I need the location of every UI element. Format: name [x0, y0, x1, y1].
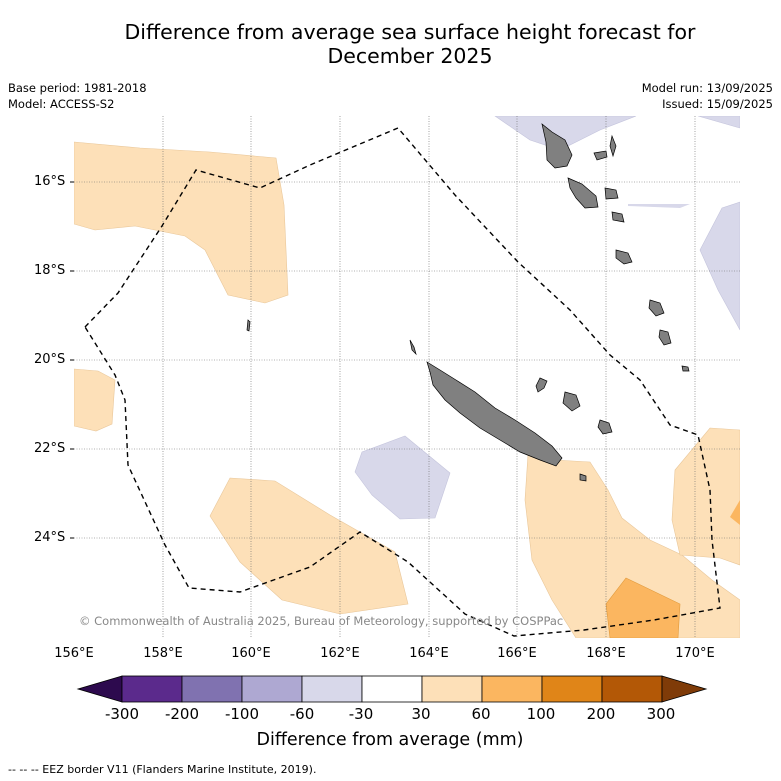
vanuatu-island-3 [593, 150, 608, 161]
lon-label-156e: 156°E [54, 646, 94, 661]
anomaly-negative-north [494, 116, 637, 151]
anomaly-positive-60-south-east [605, 577, 681, 638]
small-island-east [681, 365, 690, 372]
anomaly-negative-centre [354, 435, 451, 520]
anomaly-negative-strip [628, 204, 690, 208]
eez-legend-footer: -- -- -- EEZ border V11 (Flanders Marine… [8, 763, 317, 776]
vanuatu-island-5 [604, 187, 619, 200]
colorbar-segment [361, 675, 423, 703]
colorbar-label-7: 100 [526, 705, 556, 723]
lat-label-16s: 16°S [34, 174, 66, 189]
loyalty-island-ouvea [535, 377, 548, 393]
lat-ticks [70, 181, 74, 539]
anomaly-positive-60-east-edge [730, 500, 740, 525]
vanuatu-island-7 [615, 249, 633, 265]
loyalty-island-mare [597, 419, 613, 435]
lon-label-158e: 158°E [143, 646, 183, 661]
colorbar-extend-min [76, 675, 123, 703]
colorbar-segment [481, 675, 543, 703]
lat-label-22s: 22°S [34, 441, 66, 456]
anomaly-negative-north-east [697, 116, 740, 129]
colorbar-label-8: 200 [586, 705, 616, 723]
lat-label-18s: 18°S [34, 263, 66, 278]
lon-label-170e: 170°E [675, 646, 715, 661]
colorbar-segment [421, 675, 483, 703]
new-caledonia-island [426, 361, 563, 467]
vanuatu-island-8 [648, 299, 665, 317]
colorbar-title: Difference from average (mm) [256, 730, 524, 750]
vanuatu-island-2 [567, 177, 599, 209]
land-masses [246, 123, 690, 482]
model-text: Model: ACCESS-S2 [8, 97, 115, 111]
lon-label-166e: 166°E [497, 646, 537, 661]
small-island-north-nc [409, 339, 417, 356]
lon-label-168e: 168°E [586, 646, 626, 661]
lat-label-20s: 20°S [34, 352, 66, 367]
colorbar-label-3: -60 [289, 705, 315, 723]
loyalty-island-lifou [562, 391, 581, 412]
gridlines [74, 116, 740, 638]
lon-label-162e: 162°E [320, 646, 360, 661]
issued-text: Issued: 15/09/2025 [662, 97, 773, 111]
vanuatu-island-4 [609, 134, 617, 158]
colorbar-label-4: -30 [348, 705, 374, 723]
title-line-1: Difference from average sea surface heig… [124, 20, 696, 44]
meta-right: Model run: 13/09/2025 Issued: 15/09/2025 [642, 80, 773, 112]
model-run-text: Model run: 13/09/2025 [641, 81, 773, 95]
map-title: Difference from average sea surface heig… [60, 20, 760, 68]
anomaly-positive-south-east [524, 454, 740, 638]
colorbar-label-5: 30 [411, 705, 431, 723]
colorbar-label-9: 300 [646, 705, 676, 723]
colorbar-label-1: -200 [164, 705, 200, 723]
colorbar-label-2: -100 [224, 705, 260, 723]
isle-of-pines [579, 473, 587, 482]
colorbar-segment [181, 675, 243, 703]
anomaly-positive-east [671, 427, 740, 566]
anomaly-negative-east [699, 201, 740, 331]
title-line-2: December 2025 [327, 44, 493, 68]
colorbar-segment [121, 675, 183, 703]
base-period-text: Base period: 1981-2018 [8, 81, 147, 95]
colorbar-segment [601, 675, 663, 703]
colorbar-extend-max [661, 675, 708, 703]
lon-label-160e: 160°E [231, 646, 271, 661]
copyright-text: © Commonwealth of Australia 2025, Bureau… [79, 614, 564, 628]
map-plot-area [74, 116, 740, 638]
anomaly-positive-west [74, 368, 116, 432]
colorbar-segment [301, 675, 363, 703]
lat-label-24s: 24°S [34, 530, 66, 545]
colorbar-label-0: -300 [104, 705, 140, 723]
vanuatu-island-9 [658, 329, 672, 346]
vanuatu-island-6 [611, 211, 625, 223]
small-island-west [246, 319, 251, 332]
meta-left: Base period: 1981-2018 Model: ACCESS-S2 [8, 80, 147, 112]
colorbar-label-6: 60 [471, 705, 491, 723]
colorbar-segment [541, 675, 603, 703]
colorbar-segment [241, 675, 303, 703]
lon-label-164e: 164°E [409, 646, 449, 661]
anomaly-positive-south [209, 477, 409, 615]
vanuatu-espiritu-santo [541, 123, 573, 169]
